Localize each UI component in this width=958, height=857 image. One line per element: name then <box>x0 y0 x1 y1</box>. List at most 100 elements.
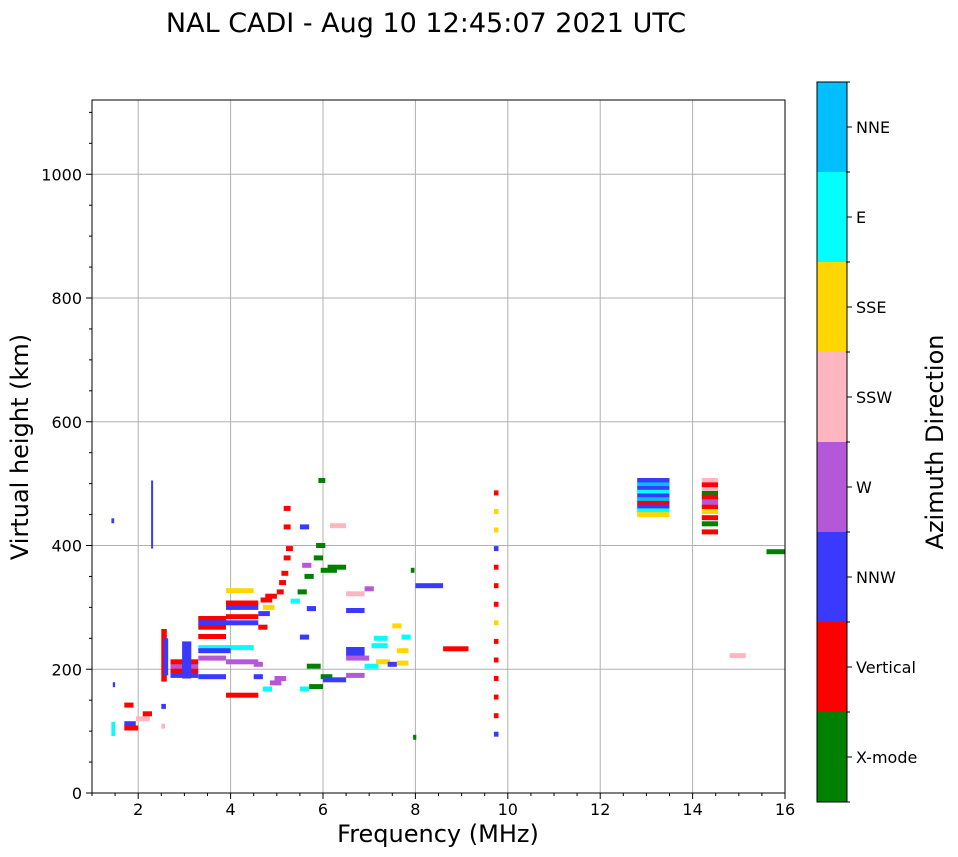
colorbar-frame <box>816 81 848 803</box>
echo-point <box>364 586 374 592</box>
grid-lines <box>92 100 785 793</box>
echo-traces <box>111 478 785 740</box>
echo-point <box>493 527 499 533</box>
echo-point <box>346 672 365 678</box>
colorbar-tick-label: SSW <box>856 388 892 407</box>
colorbar-tick-label: NNE <box>856 118 890 137</box>
echo-point <box>124 721 136 727</box>
colorbar: X-mode Vertical NNW W SSW SSE E NNE <box>816 81 917 803</box>
x-tick-label: 4 <box>226 800 236 819</box>
echo-point <box>151 480 154 549</box>
echo-point <box>198 648 231 654</box>
echo-point <box>493 546 499 552</box>
x-tick-label: 12 <box>590 800 610 819</box>
echo-point <box>493 583 499 589</box>
colorbar-segment <box>817 352 847 442</box>
echo-point <box>260 597 273 603</box>
colorbar-tick-label: Vertical <box>856 658 916 677</box>
x-tick-label: 14 <box>682 800 702 819</box>
echo-point <box>637 486 670 492</box>
echo-point <box>493 657 499 663</box>
echo-point <box>493 713 499 719</box>
echo-point <box>198 624 226 630</box>
echo-point <box>226 600 259 606</box>
echo-point <box>274 676 287 681</box>
echo-point <box>142 711 152 717</box>
echo-point <box>283 555 291 561</box>
echo-point <box>198 634 226 639</box>
echo-point <box>320 567 337 573</box>
echo-point <box>226 614 259 620</box>
echo-point <box>637 482 670 488</box>
colorbar-segment <box>817 622 847 712</box>
colorbar-tick-label: SSE <box>856 298 886 317</box>
echo-point <box>701 521 718 527</box>
echo-point <box>701 504 718 510</box>
colorbar-segment <box>817 532 847 622</box>
echo-point <box>283 524 291 530</box>
echo-point <box>493 638 499 644</box>
echo-point <box>318 478 326 483</box>
echo-point <box>226 604 259 610</box>
echo-point <box>279 580 286 586</box>
echo-point <box>161 703 166 709</box>
echo-point <box>283 505 291 511</box>
x-axis-label: Frequency (MHz) <box>337 820 539 848</box>
echo-point <box>493 620 499 626</box>
echo-point <box>396 648 409 654</box>
echo-point <box>637 489 670 495</box>
plot-area: 2 4 6 8 10 12 14 16 0 200 400 600 800 1000 <box>41 99 795 819</box>
x-tick-label: 10 <box>498 800 518 819</box>
echo-point <box>766 549 785 555</box>
echo-point <box>226 588 254 594</box>
echo-point <box>701 482 718 488</box>
echo-point <box>198 620 226 626</box>
echo-point <box>637 512 670 518</box>
echo-point <box>226 659 259 665</box>
echo-point <box>262 604 275 610</box>
echo-point <box>729 653 746 659</box>
colorbar-tick-label: X-mode <box>856 748 917 767</box>
echo-point <box>299 524 310 530</box>
echo-point <box>371 643 388 649</box>
echo-point <box>637 500 670 506</box>
y-axis-label: Virtual height (km) <box>6 334 34 560</box>
echo-point <box>701 487 718 493</box>
y-tick-label: 600 <box>51 413 82 432</box>
echo-point <box>701 478 718 483</box>
echo-point <box>701 491 718 496</box>
echo-point <box>269 680 282 686</box>
y-tick-label: 200 <box>51 660 82 679</box>
echo-point <box>124 702 134 708</box>
echo-point <box>161 723 165 729</box>
echo-point <box>396 660 409 666</box>
echo-point <box>262 686 273 692</box>
echo-point <box>299 634 310 640</box>
echo-point <box>302 562 312 568</box>
echo-point <box>493 509 499 514</box>
echo-point <box>316 543 326 548</box>
echo-point <box>346 647 365 652</box>
echo-point <box>346 608 365 613</box>
echo-point <box>443 646 469 652</box>
echo-point <box>198 655 226 661</box>
y-axis: 0 200 400 600 800 1000 <box>41 111 92 803</box>
echo-point <box>258 611 270 617</box>
x-tick-label: 16 <box>775 800 795 819</box>
echo-point <box>637 504 670 510</box>
echo-point <box>253 674 263 680</box>
x-axis: 2 4 6 8 10 12 14 16 <box>91 793 795 819</box>
colorbar-label: Azimuth Direction <box>921 335 949 550</box>
echo-point <box>253 661 263 667</box>
echo-point <box>493 601 499 607</box>
echo-point <box>286 546 293 552</box>
echo-point <box>364 663 379 669</box>
echo-point <box>346 651 365 657</box>
echo-point <box>290 598 300 604</box>
echo-point <box>320 674 333 680</box>
colorbar-segment <box>817 442 847 532</box>
echo-point <box>297 589 307 595</box>
echo-point <box>163 638 169 676</box>
colorbar-segment <box>817 172 847 262</box>
echo-point <box>329 523 347 529</box>
